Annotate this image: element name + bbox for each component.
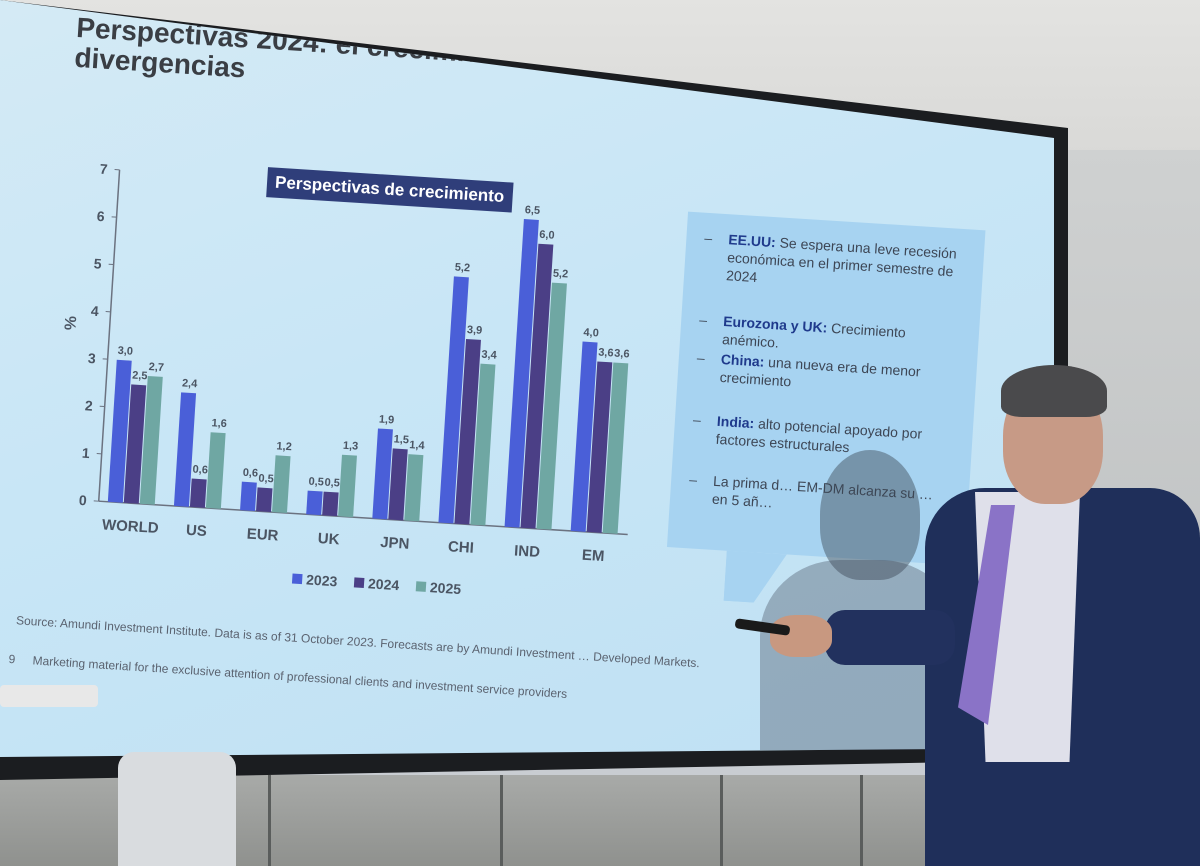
bar-2025-ind (536, 282, 567, 530)
footer-text: Marketing material for the exclusive att… (32, 653, 568, 701)
speaker-hand (770, 615, 832, 657)
data-label: 1,5 (393, 433, 409, 446)
data-label: 3,9 (467, 324, 483, 337)
bar-2024-ind (520, 243, 554, 529)
data-label: 1,4 (409, 439, 426, 452)
bar-2023-eur (240, 481, 257, 512)
y-axis-line (97, 169, 121, 502)
data-label: 0,6 (192, 464, 208, 477)
bar-2024-em (586, 361, 613, 533)
speaker-arm (825, 610, 955, 665)
bar-2025-us (205, 432, 226, 509)
bar-2023-jpn (372, 428, 393, 520)
data-label: 2,4 (182, 377, 199, 390)
x-tick-label: WORLD (102, 516, 160, 537)
bar-2025-chi (470, 363, 496, 526)
data-label: 2,7 (148, 361, 164, 374)
bar-2024-uk (322, 491, 339, 517)
data-label: 3,4 (481, 349, 498, 362)
data-label: 5,2 (454, 261, 470, 274)
glass-divider (500, 775, 503, 866)
x-tick-label: IND (514, 542, 541, 561)
bar-2025-eur (272, 455, 291, 514)
dash-icon: – (703, 229, 713, 247)
speaker-hair (1001, 365, 1107, 417)
bullet-bold: EE.UU: (727, 231, 777, 251)
data-label: 2,5 (132, 369, 148, 382)
bar-2024-world (123, 384, 147, 504)
dash-icon: – (692, 411, 702, 428)
bullet-bold: India: (716, 412, 755, 432)
bullet-bold: China: (720, 350, 765, 370)
bar-2024-chi (454, 338, 481, 525)
y-tick-label: 7 (99, 161, 108, 177)
data-label: 6,5 (524, 204, 540, 217)
legend-swatch-2023 (291, 573, 303, 585)
x-tick-label: CHI (447, 538, 474, 557)
page-number: 9 (8, 651, 16, 667)
legend-swatch-2025 (415, 581, 427, 592)
bullet-us: – EE.UU: Se espera una leve recesión eco… (702, 229, 965, 299)
y-axis-label: % (62, 315, 80, 330)
y-tick-label: 5 (93, 255, 102, 271)
legend-swatch-2024 (353, 577, 365, 589)
x-tick-label: US (185, 522, 207, 540)
bar-2024-eur (256, 487, 273, 513)
data-label: 0,5 (324, 477, 340, 490)
x-tick-label: EM (581, 547, 605, 565)
slide-content: Perspectivas 2024: el crecimiento económ… (8, 12, 986, 701)
growth-chart: 0 1 2 3 4 5 6 7% 3,0 2,5 2,7 WORLD 2,4 0,6 1,6 US 0,6 0,5… (40, 145, 688, 643)
legend-label: 2024 (368, 575, 400, 593)
data-label: 0,5 (258, 472, 274, 485)
x-tick-label: UK (317, 530, 340, 548)
data-label: 1,3 (343, 440, 359, 453)
data-label: 6,0 (539, 229, 555, 242)
bar-2023-us (173, 392, 197, 507)
data-label: 3,0 (117, 345, 133, 358)
bar-2023-uk (306, 490, 323, 516)
y-tick-label: 6 (96, 208, 105, 224)
dash-icon: – (688, 471, 698, 488)
data-label: 5,2 (553, 268, 569, 281)
data-label: 4,0 (583, 327, 599, 340)
bar-2023-em (570, 341, 598, 532)
y-tick-label: 0 (78, 492, 87, 508)
data-label: 0,5 (308, 476, 324, 489)
data-label: 3,6 (598, 347, 614, 360)
glass-divider (860, 775, 863, 866)
y-tick-label: 2 (84, 397, 93, 413)
legend-label: 2025 (429, 579, 461, 597)
data-label: 3,6 (614, 348, 630, 361)
data-label: 1,9 (379, 414, 395, 427)
bar-2025-world (139, 375, 163, 505)
glass-divider (268, 775, 271, 866)
data-label: 1,6 (211, 417, 227, 430)
glass-divider (720, 775, 723, 866)
bar-2024-us (189, 478, 207, 508)
data-label: 0,6 (242, 467, 258, 480)
chair (118, 752, 236, 866)
table-edge (0, 685, 98, 707)
data-label: 1,2 (276, 440, 292, 453)
y-tick-label: 1 (81, 445, 90, 461)
bullet-india: – India: alto potencial apoyado por fact… (691, 410, 953, 462)
bar-2025-em (602, 362, 629, 534)
bar-2023-world (107, 359, 132, 503)
bar-2025-jpn (404, 454, 424, 522)
speaker-shadow-head (820, 450, 920, 580)
bar-2023-chi (438, 276, 469, 524)
y-tick-label: 4 (90, 303, 99, 319)
y-tick-label: 3 (87, 350, 96, 366)
x-tick-label: EUR (246, 526, 279, 545)
dash-icon: – (698, 311, 708, 329)
dash-icon: – (696, 349, 706, 366)
x-tick-label: JPN (380, 534, 410, 553)
bar-2025-uk (338, 454, 357, 518)
legend-label: 2023 (306, 571, 338, 589)
bar-2024-jpn (388, 448, 408, 521)
bar-2023-ind (504, 219, 539, 528)
